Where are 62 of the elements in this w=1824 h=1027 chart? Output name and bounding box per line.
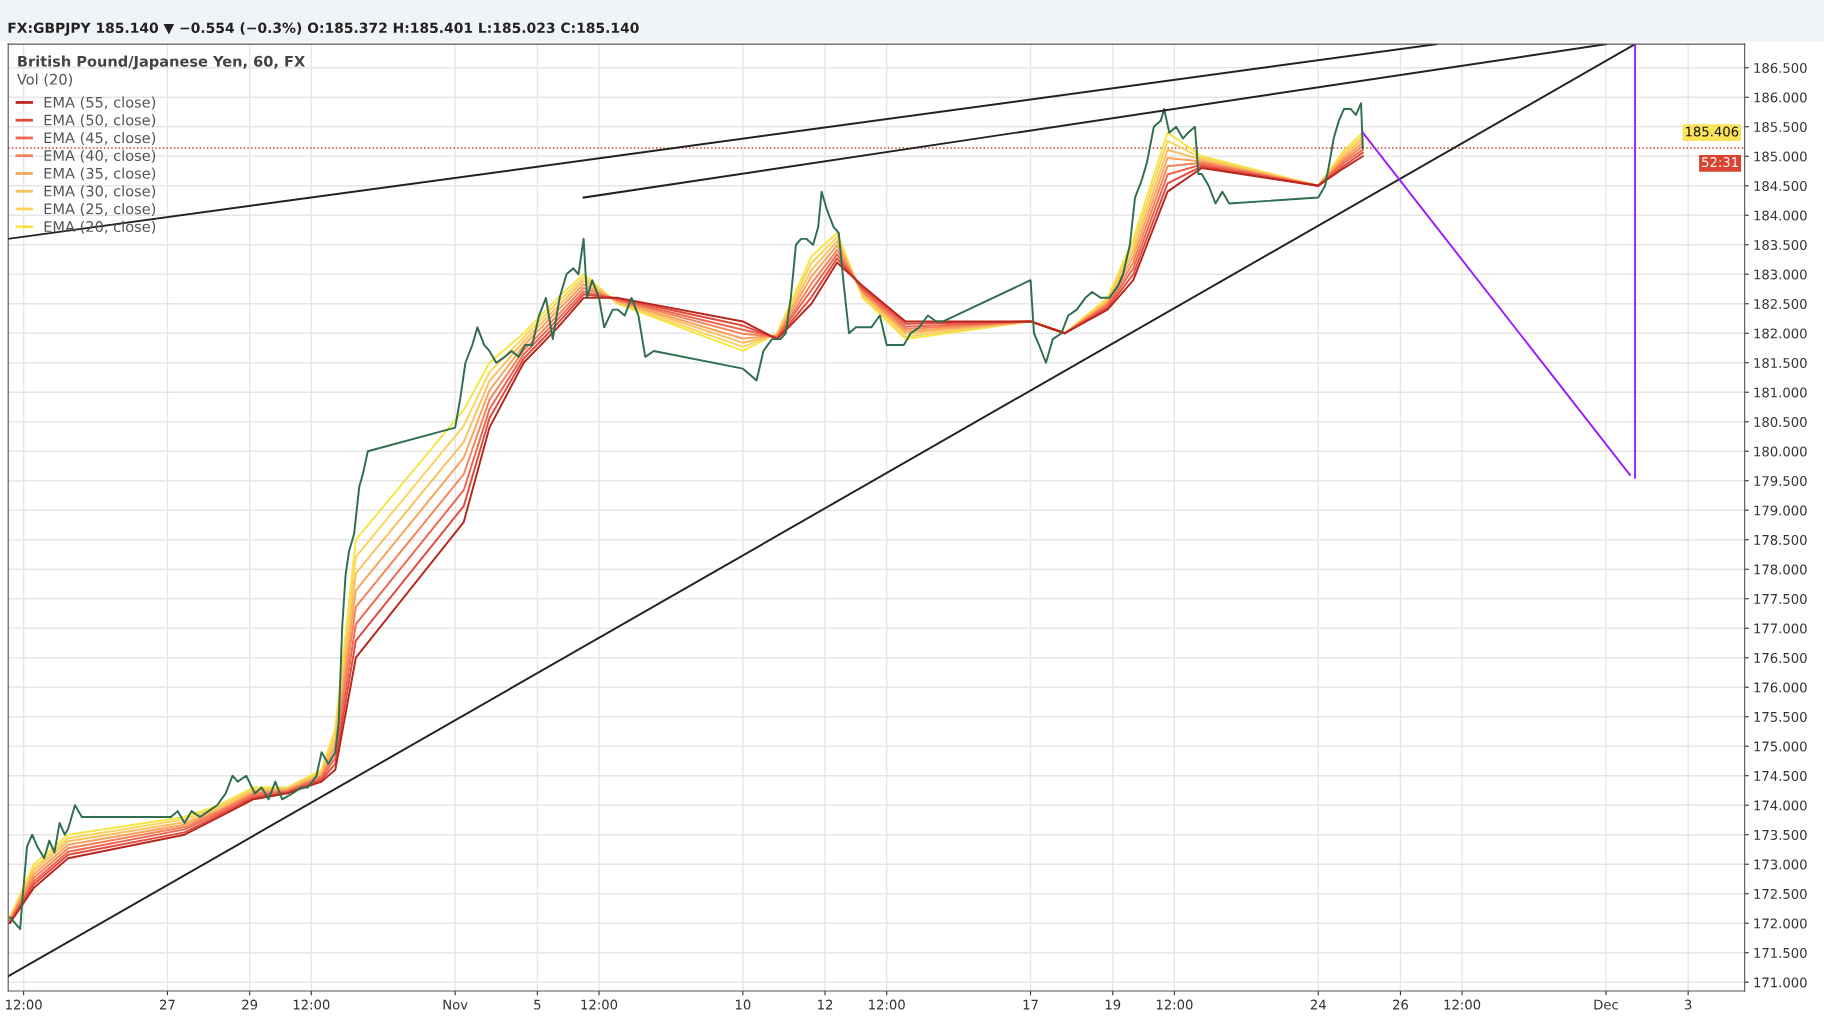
x-tick-label: Nov: [443, 999, 468, 1010]
x-tick-label: 26: [1393, 999, 1409, 1010]
y-tick-label: 182.000: [1754, 328, 1807, 339]
x-tick-label: 12:00: [869, 999, 905, 1010]
y-tick-label: 173.500: [1754, 829, 1807, 840]
y-tick-label: 181.000: [1754, 387, 1807, 398]
x-tick-label: 3: [1684, 999, 1692, 1010]
x-tick-label: 29: [242, 999, 258, 1010]
x-tick-label: 12: [818, 999, 833, 1010]
y-tick-label: 182.500: [1754, 298, 1807, 309]
y-tick-label: 171.000: [1754, 977, 1807, 988]
y-tick-label: 178.500: [1754, 534, 1807, 545]
legend-label: EMA (40, close): [44, 149, 156, 163]
y-tick-label: 184.500: [1754, 180, 1807, 191]
y-tick-label: 179.000: [1754, 505, 1807, 516]
y-tick-label: 179.500: [1754, 475, 1807, 486]
legend-label: EMA (25, close): [44, 203, 156, 217]
x-tick-label: 10: [735, 999, 751, 1010]
y-tick-label: 173.000: [1754, 859, 1807, 870]
y-tick-label: 174.000: [1754, 800, 1807, 811]
y-tick-label: 172.500: [1754, 888, 1807, 899]
legend-label: EMA (55, close): [44, 96, 156, 110]
legend-label: EMA (35, close): [44, 167, 156, 181]
x-tick-label: 24: [1310, 999, 1326, 1010]
legend-label: EMA (50, close): [44, 114, 156, 128]
y-tick-label: 185.500: [1754, 121, 1807, 132]
y-tick-label: 172.000: [1754, 918, 1807, 929]
y-tick-label: 186.500: [1754, 62, 1807, 73]
y-tick-label: 176.500: [1754, 652, 1807, 663]
y-tick-label: 183.500: [1754, 239, 1807, 250]
y-tick-label: 175.000: [1754, 741, 1807, 752]
y-tick-label: 185.000: [1754, 151, 1807, 162]
x-tick-label: 12:00: [293, 999, 330, 1010]
y-tick-label: 184.000: [1754, 210, 1807, 221]
x-tick-label: 12:00: [1156, 999, 1193, 1010]
x-tick-label: 17: [1023, 999, 1038, 1010]
y-tick-label: 181.500: [1754, 357, 1807, 368]
y-tick-label: 175.500: [1754, 711, 1807, 722]
annotation: 52:31: [1702, 157, 1738, 168]
y-tick-label: 177.500: [1754, 593, 1807, 604]
y-tick-label: 180.500: [1754, 416, 1807, 427]
y-tick-label: 177.000: [1754, 623, 1807, 634]
y-tick-label: 171.500: [1754, 947, 1807, 958]
y-tick-label: 176.000: [1754, 682, 1807, 693]
x-tick-label: 5: [534, 999, 541, 1010]
x-tick-label: 27: [160, 999, 175, 1010]
text: British Pound/Japanese Yen, 60, FX: [18, 55, 305, 70]
y-tick-label: 180.000: [1754, 446, 1807, 457]
legend-label: EMA (45, close): [44, 131, 156, 145]
x-tick-label: 12:00: [1444, 999, 1481, 1010]
x-tick-label: 12:00: [6, 999, 42, 1010]
x-tick-label: 19: [1105, 999, 1121, 1010]
annotation: 185.406: [1685, 126, 1739, 137]
x-tick-label: Dec: [1594, 999, 1618, 1010]
chart-subtitle: FX:GBPJPY 185.140 ▼ −0.554 (−0.3%) O:185.372 H:185.401 L:185.023 C:185.140: [8, 22, 639, 36]
legend-label: EMA (30, close): [44, 185, 156, 199]
x-tick-label: 12:00: [581, 999, 618, 1010]
y-tick-label: 183.000: [1754, 269, 1807, 280]
annotation: Vol (20): [17, 73, 73, 87]
y-tick-label: 178.000: [1754, 564, 1807, 575]
y-tick-label: 174.500: [1754, 770, 1807, 781]
y-tick-label: 186.000: [1754, 92, 1807, 103]
